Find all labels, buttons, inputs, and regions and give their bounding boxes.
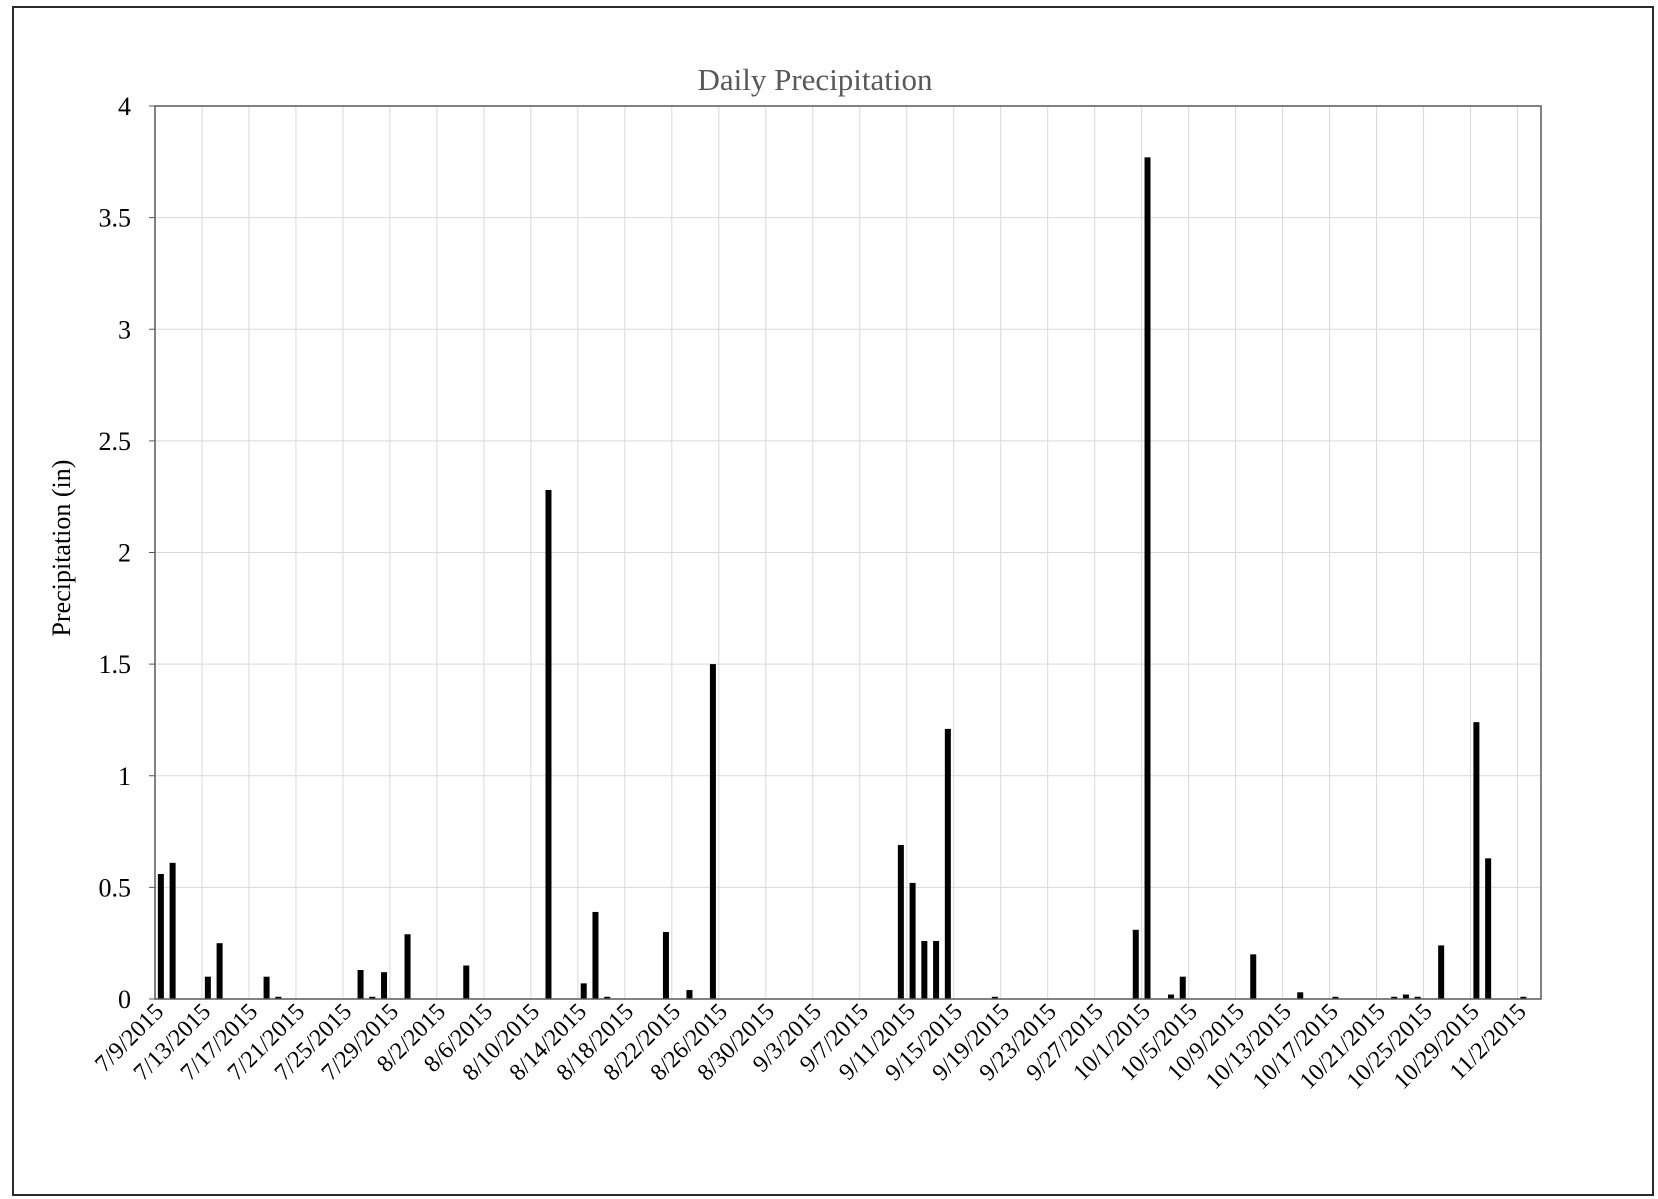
precipitation-bar: [404, 934, 411, 999]
precipitation-bars: [157, 157, 1527, 999]
precipitation-bar: [1402, 994, 1409, 999]
y-tick-label: 3.5: [99, 204, 132, 233]
precipitation-bar: [1132, 929, 1139, 999]
precipitation-bar: [545, 489, 552, 999]
precipitation-bar: [921, 940, 928, 999]
horizontal-gridlines: [149, 105, 1541, 1000]
precipitation-bar: [263, 976, 270, 999]
precipitation-bar: [169, 862, 176, 999]
y-tick-label: 0.5: [99, 873, 132, 902]
precipitation-bar: [1332, 996, 1339, 999]
precipitation-bar: [1144, 157, 1151, 999]
chart-title: Daily Precipitation: [697, 62, 933, 97]
precipitation-bar: [944, 728, 951, 999]
y-tick-label: 1: [118, 762, 131, 791]
precipitation-bar: [1485, 858, 1492, 999]
y-axis-label: Precipitation (in): [47, 460, 76, 637]
y-tick-label: 1.5: [99, 650, 132, 679]
precipitation-bar: [709, 664, 716, 999]
precipitation-bar: [1168, 994, 1175, 999]
precipitation-bar: [1414, 996, 1421, 999]
precipitation-bar: [157, 873, 164, 999]
precipitation-bar: [933, 940, 940, 999]
precipitation-bar: [909, 882, 916, 999]
precipitation-bar: [381, 972, 388, 999]
precipitation-bar: [897, 844, 904, 999]
precipitation-bar: [580, 983, 587, 999]
precipitation-bar: [1179, 976, 1186, 999]
y-tick-label: 2.5: [99, 427, 132, 456]
precipitation-bar: [1438, 945, 1445, 999]
precipitation-bar: [1520, 996, 1527, 999]
precipitation-bar: [592, 911, 599, 999]
precipitation-bar: [1250, 954, 1257, 999]
precipitation-bar: [275, 996, 282, 999]
precipitation-bar: [662, 932, 669, 999]
y-tick-label: 0: [118, 985, 131, 1014]
precipitation-bar: [357, 969, 364, 999]
chart-frame: Daily Precipitation Precipitation (in) 0…: [12, 6, 1654, 1196]
precipitation-bar: [1473, 722, 1480, 999]
precipitation-bar: [369, 996, 376, 999]
y-tick-label: 4: [118, 92, 131, 121]
precipitation-bar: [204, 976, 211, 999]
plot-area-border: [154, 105, 1542, 1000]
precipitation-bar: [686, 990, 693, 999]
precipitation-chart: Daily Precipitation Precipitation (in) 0…: [47, 62, 1542, 1095]
x-tick-labels: 7/9/20157/13/20157/17/20157/21/20157/25/…: [90, 999, 1531, 1095]
precipitation-bar: [991, 996, 998, 999]
y-tick-labels: 0 0.5 1 1.5 2 2.5 3 3.5 4: [99, 92, 132, 1014]
precipitation-bar: [1297, 992, 1304, 999]
precipitation-bar: [1391, 996, 1398, 999]
precipitation-bar: [463, 965, 470, 999]
y-tick-label: 2: [118, 539, 131, 568]
y-tick-label: 3: [118, 315, 131, 344]
precipitation-bar: [604, 996, 611, 999]
precipitation-bar: [216, 943, 223, 999]
